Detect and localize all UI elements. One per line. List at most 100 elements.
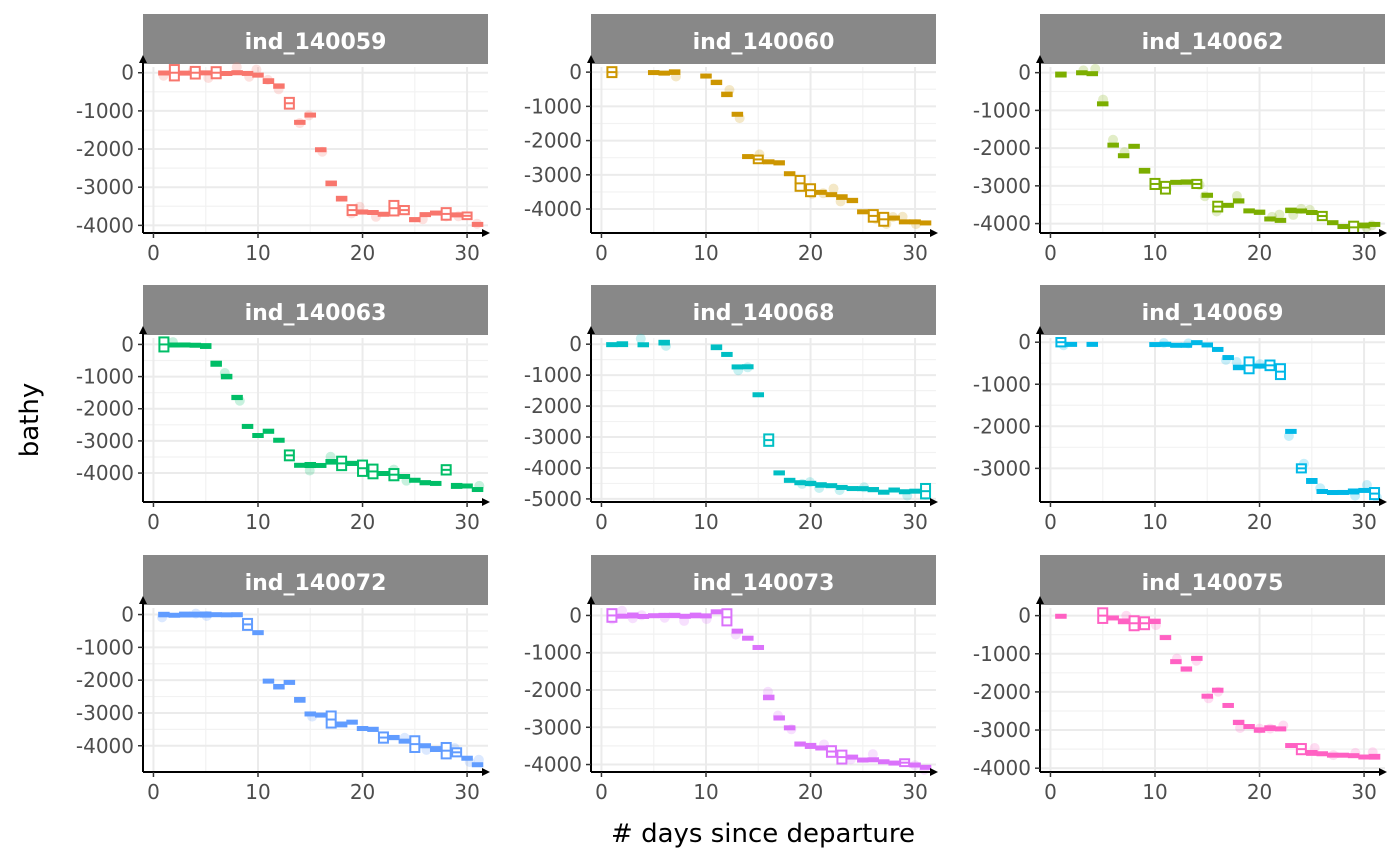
- box-body: [1326, 490, 1339, 496]
- box-body: [846, 486, 859, 492]
- box-body: [1232, 198, 1245, 204]
- box-body: [252, 433, 264, 439]
- y-tick-label: -2000: [973, 680, 1031, 704]
- x-tick-label: 0: [595, 241, 608, 265]
- box-body: [815, 189, 827, 195]
- x-tick-label: 10: [693, 510, 718, 534]
- y-tick-label: 0: [1018, 330, 1031, 354]
- outlier-point: [617, 605, 628, 616]
- y-tick-label: -2000: [76, 137, 134, 161]
- y-tick-label: -4000: [524, 197, 582, 221]
- box-body: [409, 477, 421, 483]
- box-body: [773, 160, 785, 166]
- box-body: [419, 743, 432, 749]
- x-tick-label: 0: [147, 780, 160, 804]
- box-body: [1306, 478, 1318, 484]
- box-body: [783, 725, 796, 731]
- box-body: [1149, 342, 1161, 348]
- box-body: [1055, 71, 1067, 78]
- box-body: [241, 423, 254, 429]
- box-body: [325, 180, 337, 187]
- box-body: [742, 635, 754, 641]
- box-body: [658, 339, 670, 346]
- x-axis-arrowhead: [482, 498, 490, 506]
- box-body: [262, 678, 275, 684]
- box-body: [815, 482, 827, 488]
- box-body: [1368, 221, 1381, 227]
- box-body: [1337, 752, 1349, 758]
- box-body: [836, 484, 848, 490]
- x-tick-label: 0: [147, 510, 160, 534]
- box-body: [731, 628, 744, 634]
- box-body: [325, 459, 337, 465]
- box-body: [836, 194, 848, 200]
- box-body: [252, 72, 264, 78]
- y-tick-label: -3000: [973, 174, 1031, 198]
- y-axis-arrowhead: [139, 596, 147, 604]
- y-tick-label: -1000: [524, 94, 582, 118]
- facet-strip: [1040, 285, 1385, 335]
- y-tick-label: -1000: [76, 365, 134, 389]
- box-body: [1306, 210, 1318, 216]
- y-tick-label: -2000: [524, 129, 582, 153]
- box-body: [710, 79, 723, 86]
- facet-strip-label: ind_140068: [693, 301, 835, 326]
- box-body: [419, 212, 432, 218]
- x-axis-arrowhead: [482, 229, 490, 237]
- box-body: [367, 726, 379, 732]
- outlier-point: [1231, 356, 1242, 367]
- x-tick-label: 10: [1142, 241, 1167, 265]
- box-body: [752, 644, 765, 650]
- box-body: [314, 147, 327, 153]
- outlier-point: [304, 465, 315, 476]
- box-body: [742, 154, 754, 160]
- box-body: [419, 480, 432, 486]
- box-body: [1076, 70, 1088, 76]
- box-body: [461, 483, 473, 489]
- box-body: [1337, 489, 1349, 495]
- box-body: [199, 70, 212, 76]
- outlier-point: [762, 686, 773, 697]
- y-tick-label: -3000: [524, 715, 582, 739]
- box-body: [210, 612, 222, 618]
- box-body: [1253, 209, 1266, 215]
- box-body: [1347, 488, 1360, 495]
- x-axis-arrowhead: [930, 768, 938, 776]
- box-body: [1170, 179, 1182, 185]
- box-body: [1274, 217, 1287, 223]
- box-body: [398, 474, 411, 480]
- y-tick-label: -4000: [76, 734, 134, 758]
- outlier-point: [897, 211, 908, 222]
- box-body: [773, 715, 785, 721]
- box-body: [1191, 340, 1203, 346]
- box-body: [1201, 342, 1214, 348]
- outlier-point: [867, 749, 878, 760]
- box-body: [356, 209, 369, 215]
- y-tick-label: 0: [569, 60, 582, 84]
- facet-strip: [591, 555, 936, 605]
- x-axis-arrowhead: [930, 229, 938, 237]
- box-body: [1326, 220, 1339, 226]
- x-axis-arrowhead: [1379, 768, 1387, 776]
- box-body: [1096, 101, 1109, 107]
- x-tick-label: 10: [245, 780, 270, 804]
- y-tick-label: 0: [1018, 604, 1031, 628]
- box-body: [762, 159, 775, 165]
- x-tick-label: 30: [1351, 510, 1376, 534]
- box-body: [898, 219, 911, 225]
- y-tick-label: 0: [121, 61, 134, 85]
- outlier-point: [231, 62, 242, 73]
- facet-strip: [143, 285, 488, 335]
- box-body: [179, 70, 191, 76]
- box-body: [1149, 618, 1161, 625]
- y-tick-label: 0: [1018, 61, 1031, 85]
- x-axis-title: # days since departure: [611, 819, 915, 849]
- box-body: [658, 612, 670, 619]
- box-body: [731, 364, 744, 370]
- y-tick-label: -4000: [524, 456, 582, 480]
- x-tick-label: 0: [1044, 241, 1057, 265]
- box-body: [721, 351, 733, 357]
- box-body: [262, 428, 275, 434]
- box-body: [1222, 355, 1234, 361]
- y-axis-arrowhead: [1036, 596, 1044, 604]
